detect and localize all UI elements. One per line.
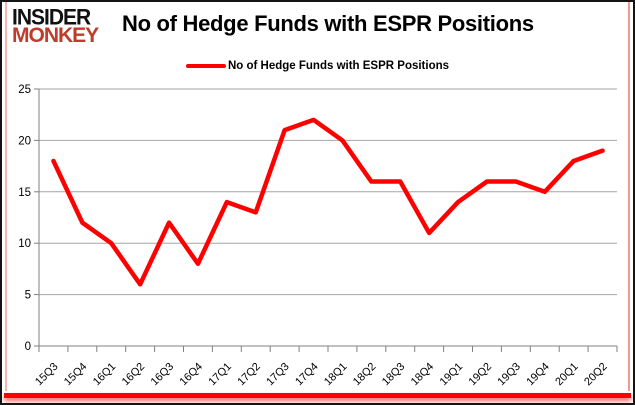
logo-line1: INSIDER — [12, 5, 91, 30]
svg-text:17Q1: 17Q1 — [206, 361, 234, 389]
svg-text:20: 20 — [18, 135, 31, 147]
svg-text:5: 5 — [25, 290, 31, 302]
svg-text:16Q4: 16Q4 — [178, 361, 206, 389]
svg-text:15Q4: 15Q4 — [62, 361, 90, 389]
svg-text:19Q2: 19Q2 — [467, 361, 495, 389]
legend-label: No of Hedge Funds with ESPR Positions — [227, 60, 450, 72]
svg-text:15: 15 — [18, 187, 31, 199]
logo-line2: MONKEY — [12, 24, 99, 48]
line-chart: 0 5 10 15 20 25 15Q3 15Q4 16Q1 16Q2 16Q3 16Q4 17Q1 17… — [2, 77, 633, 395]
svg-text:15Q3: 15Q3 — [33, 361, 61, 389]
svg-text:0: 0 — [25, 341, 31, 353]
left-edge-glow — [5, 2, 7, 391]
svg-text:18Q1: 18Q1 — [322, 361, 350, 389]
bottom-accent-bar — [4, 393, 631, 398]
right-edge-glow — [628, 2, 630, 391]
svg-text:17Q3: 17Q3 — [264, 361, 292, 389]
svg-text:19Q3: 19Q3 — [495, 361, 523, 389]
svg-text:20Q1: 20Q1 — [553, 361, 581, 389]
svg-text:16Q3: 16Q3 — [149, 361, 177, 389]
svg-text:17Q2: 17Q2 — [235, 361, 263, 389]
svg-text:20Q2: 20Q2 — [582, 361, 610, 389]
svg-text:18Q4: 18Q4 — [409, 361, 437, 389]
svg-text:16Q1: 16Q1 — [91, 361, 119, 389]
svg-text:18Q3: 18Q3 — [380, 361, 408, 389]
legend-line-swatch — [185, 64, 226, 68]
page-title: No of Hedge Funds with ESPR Positions — [122, 11, 534, 36]
chart-legend: No of Hedge Funds with ESPR Positions — [2, 58, 633, 74]
svg-text:17Q4: 17Q4 — [293, 361, 321, 389]
svg-text:19Q1: 19Q1 — [438, 361, 466, 389]
svg-text:25: 25 — [18, 84, 31, 96]
svg-text:16Q2: 16Q2 — [120, 361, 148, 389]
svg-text:18Q2: 18Q2 — [351, 361, 379, 389]
svg-text:10: 10 — [18, 238, 31, 250]
svg-text:19Q4: 19Q4 — [524, 361, 552, 389]
insider-monkey-logo: INSIDER MONKEY — [12, 5, 99, 48]
